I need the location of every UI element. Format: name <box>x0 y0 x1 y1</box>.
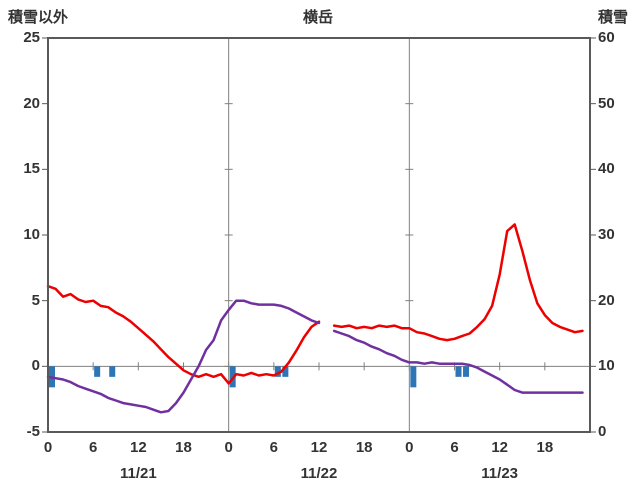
y-axis-left-tick-label: 0 <box>31 357 40 375</box>
y-axis-left-tick-label: -5 <box>26 423 40 440</box>
x-axis-hour-label: 6 <box>269 439 278 456</box>
precipitation-bar <box>410 366 417 388</box>
precipitation-bar <box>463 366 470 377</box>
x-axis-hour-label: 18 <box>175 439 192 456</box>
x-axis-hour-label: 18 <box>355 439 373 456</box>
x-axis-hour-label: 0 <box>405 439 414 456</box>
x-axis-hour-label: 0 <box>224 439 233 456</box>
red-line <box>332 223 584 342</box>
x-axis-hour-label: 12 <box>129 439 147 456</box>
y-axis-right-tick-label: 50 <box>598 94 615 112</box>
right-axis-title: 積雪 <box>597 9 628 26</box>
y-axis-left-tick-label: 10 <box>23 226 40 243</box>
x-axis-hour-label: 6 <box>450 439 459 456</box>
red-line <box>46 284 321 385</box>
precipitation-bar <box>455 366 462 377</box>
left-axis-title: 積雪以外 <box>8 9 69 26</box>
purple-line <box>332 329 584 394</box>
y-axis-right-tick-label: 10 <box>598 357 615 375</box>
precipitation-bar <box>282 366 289 377</box>
precipitation-bar <box>109 366 116 377</box>
chart-title: 横岳 <box>302 9 333 26</box>
y-axis-right-tick-label: 20 <box>598 291 615 309</box>
purple-line <box>46 299 321 414</box>
y-axis-left-tick-label: 20 <box>23 94 40 112</box>
precipitation-bar <box>274 366 281 377</box>
y-axis-right-tick-label: 0 <box>598 423 607 440</box>
y-axis-right-tick-label: 30 <box>598 226 615 243</box>
x-axis-hour-label: 6 <box>88 439 98 456</box>
x-axis-hour-label: 18 <box>536 439 554 456</box>
x-axis-hour-label: 12 <box>310 439 328 456</box>
plot-frame <box>47 37 591 433</box>
x-axis-hour-label: 12 <box>491 439 508 456</box>
y-axis-left-tick-label: 5 <box>31 291 40 309</box>
y-axis-right-tick-label: 60 <box>598 29 615 46</box>
x-axis-date-label: 11/22 <box>300 465 338 482</box>
y-axis-left-tick-label: 15 <box>23 160 40 178</box>
x-axis-date-label: 11/21 <box>119 465 157 482</box>
x-axis-hour-label: 0 <box>43 439 53 456</box>
x-axis-date-label: 11/23 <box>481 465 519 482</box>
precipitation-bar <box>94 366 101 377</box>
y-axis-left-tick-label: 25 <box>23 29 40 46</box>
y-axis-right-tick-label: 40 <box>598 160 615 178</box>
